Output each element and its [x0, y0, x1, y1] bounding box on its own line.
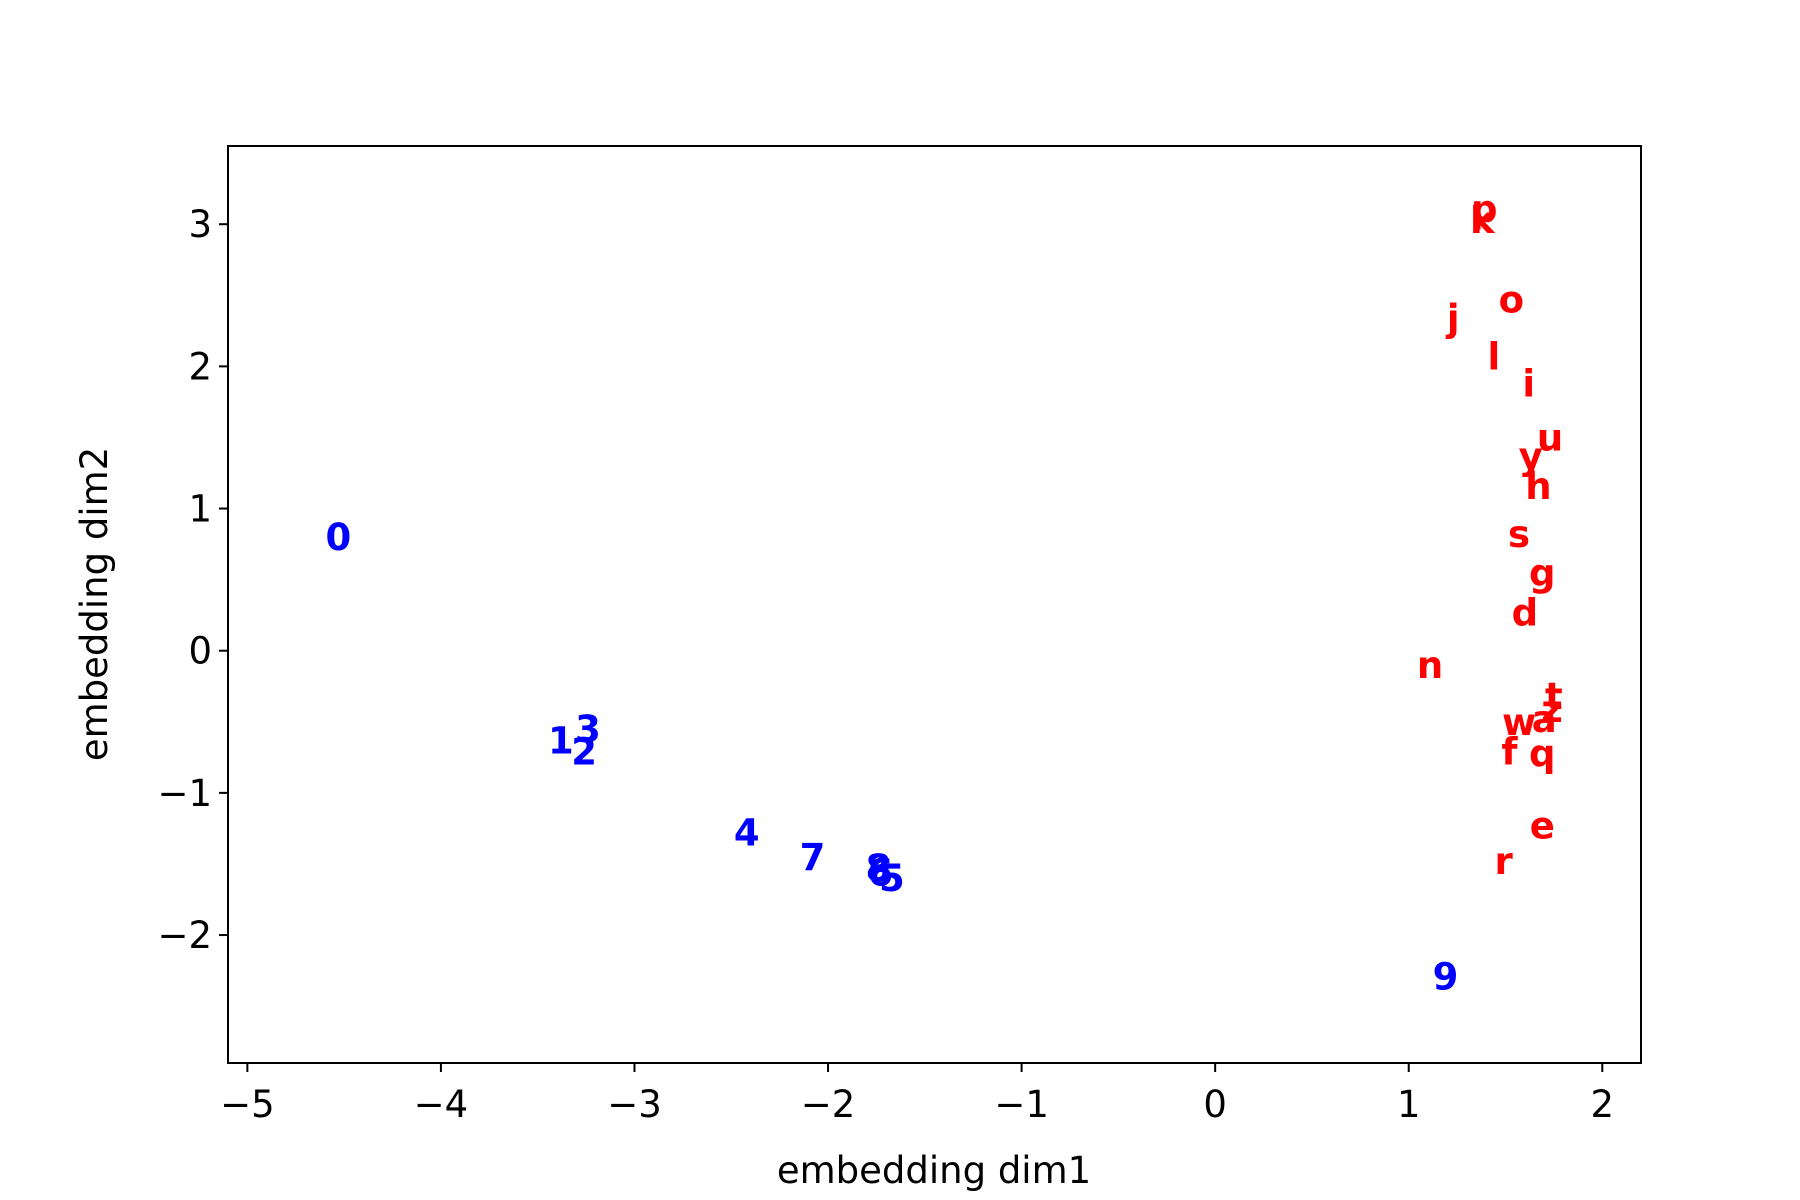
- x-tick-label: −1: [994, 1083, 1049, 1126]
- x-tick-label: −5: [220, 1083, 275, 1126]
- point-label-g: g: [1529, 552, 1556, 595]
- point-label-l: l: [1488, 335, 1501, 378]
- point-label-q: q: [1529, 732, 1556, 775]
- x-tick-label: 2: [1591, 1083, 1615, 1126]
- y-tick-label: 0: [188, 630, 212, 673]
- point-label-t: t: [1545, 675, 1563, 718]
- point-label-j: j: [1445, 297, 1460, 340]
- point-label-s: s: [1508, 513, 1530, 556]
- x-axis-ticks: −5 −4 −3 −2 −1 0 1 2: [220, 1063, 1614, 1126]
- x-axis-label: embedding dim1: [777, 1149, 1091, 1192]
- point-label-p: p: [1471, 188, 1498, 231]
- plot-frame: [227, 145, 1642, 1064]
- y-tick-label: 1: [188, 488, 212, 531]
- x-tick-label: −4: [414, 1083, 469, 1126]
- point-label-i: i: [1522, 362, 1535, 405]
- point-label-n: n: [1417, 644, 1443, 687]
- point-label-h: h: [1525, 465, 1551, 508]
- point-label-6: 6: [867, 851, 893, 894]
- point-label-4: 4: [734, 812, 760, 855]
- y-axis-label: embedding dim2: [73, 447, 116, 761]
- point-label-y: y: [1519, 435, 1543, 478]
- y-tick-label: 2: [188, 345, 212, 388]
- point-label-1: 1: [548, 719, 574, 762]
- x-tick-label: 0: [1203, 1083, 1227, 1126]
- point-label-u: u: [1537, 416, 1563, 459]
- point-label-8: 8: [865, 847, 891, 890]
- x-tick-label: −3: [607, 1083, 662, 1126]
- point-label-5: 5: [879, 857, 905, 900]
- point-label-0: 0: [325, 516, 351, 559]
- y-tick-label: −2: [157, 914, 212, 957]
- y-tick-label: −1: [157, 772, 212, 815]
- point-label-f: f: [1501, 731, 1518, 774]
- plot-background: [228, 146, 1641, 1063]
- y-tick-label: 3: [188, 203, 212, 246]
- point-label-7: 7: [800, 836, 826, 879]
- point-label-a: a: [1532, 698, 1557, 741]
- point-label-r: r: [1494, 840, 1513, 883]
- point-label-k: k: [1470, 199, 1496, 242]
- y-axis-ticks: −2 −1 0 1 2 3: [157, 203, 228, 957]
- point-label-d: d: [1512, 591, 1539, 634]
- point-label-e: e: [1530, 805, 1555, 848]
- point-label-w: w: [1502, 701, 1536, 744]
- point-label-o: o: [1499, 279, 1524, 322]
- point-label-9: 9: [1433, 955, 1459, 998]
- point-label-2: 2: [571, 731, 597, 774]
- point-label-z: z: [1541, 688, 1563, 731]
- point-label-3: 3: [575, 708, 601, 751]
- x-tick-label: −2: [801, 1083, 856, 1126]
- x-tick-label: 1: [1397, 1083, 1421, 1126]
